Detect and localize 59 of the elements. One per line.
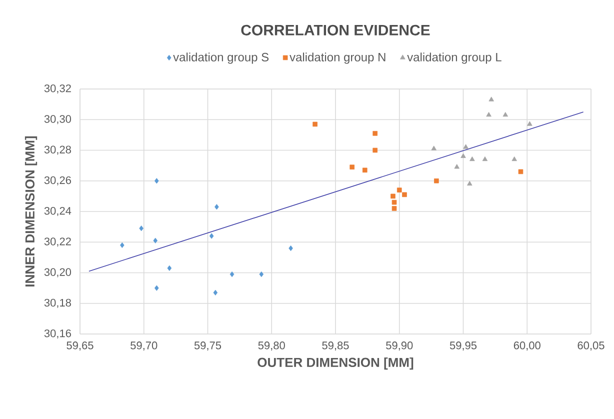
x-tick-label: 60,00 [514,342,540,351]
x-tick-label: 59,70 [130,342,158,351]
point [470,156,475,162]
y-tick-label: 30,26 [44,176,71,186]
point [502,112,508,117]
point [454,164,460,169]
y-tick-label: 30,32 [44,84,71,94]
x-tick-label: 59,85 [322,342,349,351]
point [460,153,466,158]
point [488,96,494,102]
point [167,265,172,271]
point [213,290,218,296]
chart-title: CORRELATION EVIDENCE [241,24,430,36]
point [402,192,407,198]
point [372,148,378,153]
y-tick-label: 30,22 [44,238,71,247]
legend-label: validation group N [290,52,386,64]
x-tick-label: 60,05 [578,342,604,351]
point [362,168,368,173]
point [396,188,402,192]
point [312,122,318,127]
point [518,169,524,174]
point [154,285,159,291]
point [372,130,378,136]
point [120,242,124,248]
point [467,180,472,186]
x-tick-label: 59,75 [194,342,222,351]
point [350,164,355,170]
x-axis-title: OUTER DIMENSION [MM] [258,357,414,370]
x-tick-label: 59,95 [450,342,477,351]
y-tick-label: 30,20 [44,268,72,278]
point [434,178,439,184]
y-tick-label: 30,30 [44,115,72,124]
point [214,204,219,210]
point [392,206,397,211]
x-tick-label: 59,80 [258,342,285,351]
point [209,233,214,239]
point [153,238,158,244]
point [392,200,397,205]
y-axis-title: INNER DIMENSION [MM] [24,136,38,286]
legend-label: validation group L [407,52,502,64]
point [486,112,492,117]
point [482,156,488,162]
point [230,271,234,278]
y-tick-label: 30,28 [44,146,71,155]
point [512,156,517,162]
x-tick-label: 59,90 [386,342,413,351]
point [139,226,144,232]
point [431,146,436,150]
y-tick-label: 30,16 [44,329,71,339]
x-tick-label: 59,65 [66,342,94,351]
point [259,271,264,278]
point [154,178,159,184]
point [390,194,396,199]
y-tick-label: 30,18 [44,298,71,308]
point [463,144,468,149]
legend-label: validation group S [173,52,269,64]
y-tick-label: 30,24 [44,206,72,216]
point [527,121,532,126]
